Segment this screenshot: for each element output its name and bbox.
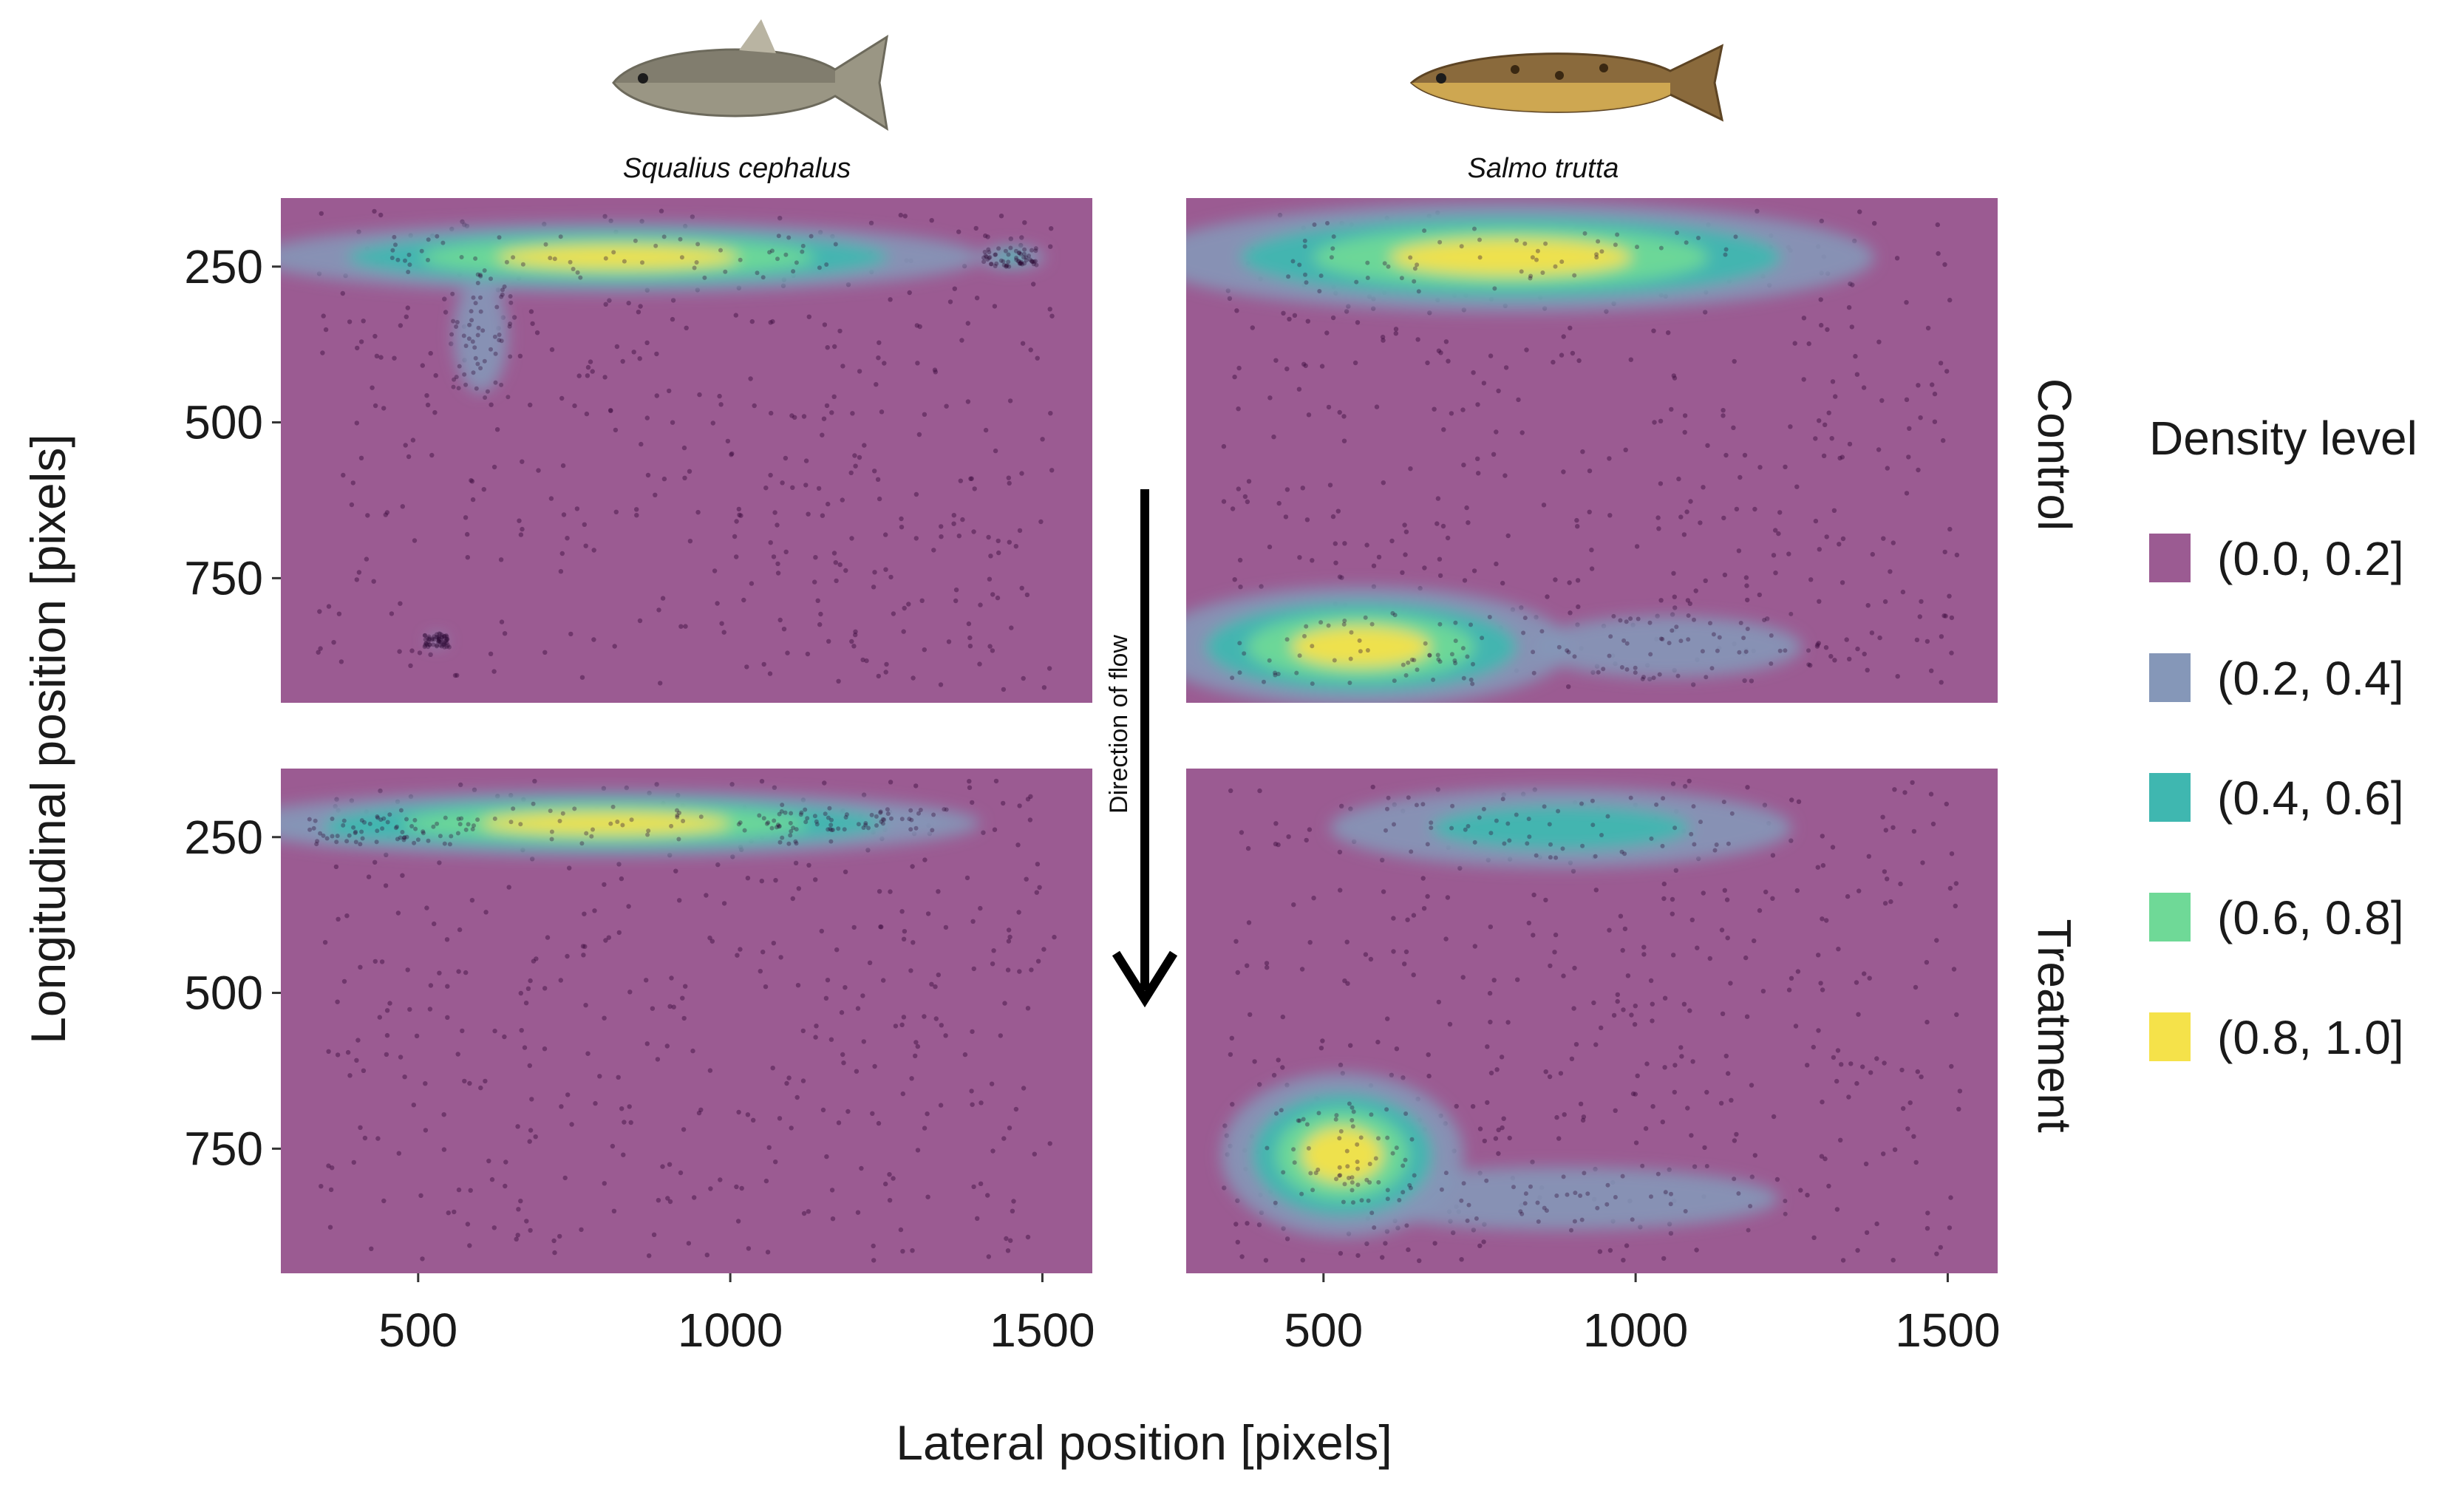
legend-label: (0.8, 1.0] (2217, 1011, 2404, 1064)
density-level-4 (1389, 239, 1632, 276)
y-tick-label: 750 (184, 551, 263, 605)
trout-fish-icon (1409, 44, 1724, 122)
y-axis-ticks: 250 500 750 250 500 750 (184, 240, 281, 1175)
legend: (0.0, 0.2] (0.2, 0.4] (0.4, 0.6] (0.6, 0.8]… (2149, 532, 2404, 1064)
panel-control-trout (1186, 198, 1998, 703)
x-axis-ticks: 500 1000 1500 500 1000 1500 (378, 1273, 2001, 1357)
legend-swatch (2149, 893, 2191, 941)
flow-annotation: Direction of flow (1105, 635, 1133, 814)
legend-swatch (2149, 534, 2191, 582)
panel-control-chub (281, 198, 1092, 703)
y-tick-label: 250 (184, 240, 263, 293)
legend-label: (0.0, 0.2] (2217, 532, 2404, 585)
trajectory-points-overlay (1265, 795, 1788, 1233)
x-axis-title: Lateral position [pixels] (896, 1415, 1392, 1470)
legend-swatch (2149, 653, 2191, 702)
x-tick-label: 1000 (1583, 1304, 1688, 1357)
density-level-4 (1301, 1127, 1383, 1182)
x-tick-label: 1500 (1895, 1304, 2000, 1357)
density-level-4 (480, 812, 730, 834)
panel-treatment-chub (281, 769, 1092, 1273)
trajectory-points-overlay (1230, 221, 1811, 687)
y-tick-label: 750 (184, 1122, 263, 1175)
density-level-2 (1431, 805, 1691, 851)
chub-fish-icon (612, 19, 889, 132)
y-tick-label: 500 (184, 967, 263, 1020)
y-tick-label: 250 (184, 811, 263, 864)
density-level-1 (426, 635, 447, 647)
y-axis-title: Longitudinal position [pixels] (21, 434, 75, 1044)
legend-swatch (2149, 1012, 2191, 1061)
x-tick-label: 500 (1284, 1304, 1363, 1357)
density-level-1 (453, 277, 508, 393)
density-contours (281, 790, 980, 857)
density-level-4 (497, 245, 739, 269)
legend-label: (0.6, 0.8] (2217, 891, 2404, 944)
legend-label: (0.4, 0.6] (2217, 772, 2404, 825)
density-level-1 (1342, 1167, 1779, 1230)
density-contours (1186, 202, 1875, 703)
species-title-trout: Salmo trutta (1468, 153, 1619, 184)
density-level-4 (1291, 626, 1431, 667)
y-tick-label: 500 (184, 396, 263, 449)
x-tick-label: 1000 (678, 1304, 783, 1357)
facet-label-treatment: Treatment (2028, 919, 2081, 1133)
legend-swatch (2149, 773, 2191, 822)
legend-label: (0.2, 0.4] (2217, 652, 2404, 705)
panels (281, 198, 1998, 1273)
species-title-chub: Squalius cephalus (623, 153, 851, 184)
density-level-1 (1531, 616, 1803, 678)
density-contours (1221, 788, 1792, 1238)
density-contours (281, 222, 1045, 647)
trajectory-points-overlay (389, 234, 1039, 650)
flow-arrow (1112, 489, 1178, 1008)
legend-title: Density level (2149, 412, 2417, 465)
panel-treatment-trout (1186, 769, 1998, 1273)
x-tick-label: 500 (378, 1304, 457, 1357)
x-tick-label: 1500 (990, 1304, 1095, 1357)
trajectory-points-overlay (307, 801, 949, 847)
density-level-2 (994, 251, 1028, 263)
facet-label-control: Control (2028, 378, 2081, 531)
